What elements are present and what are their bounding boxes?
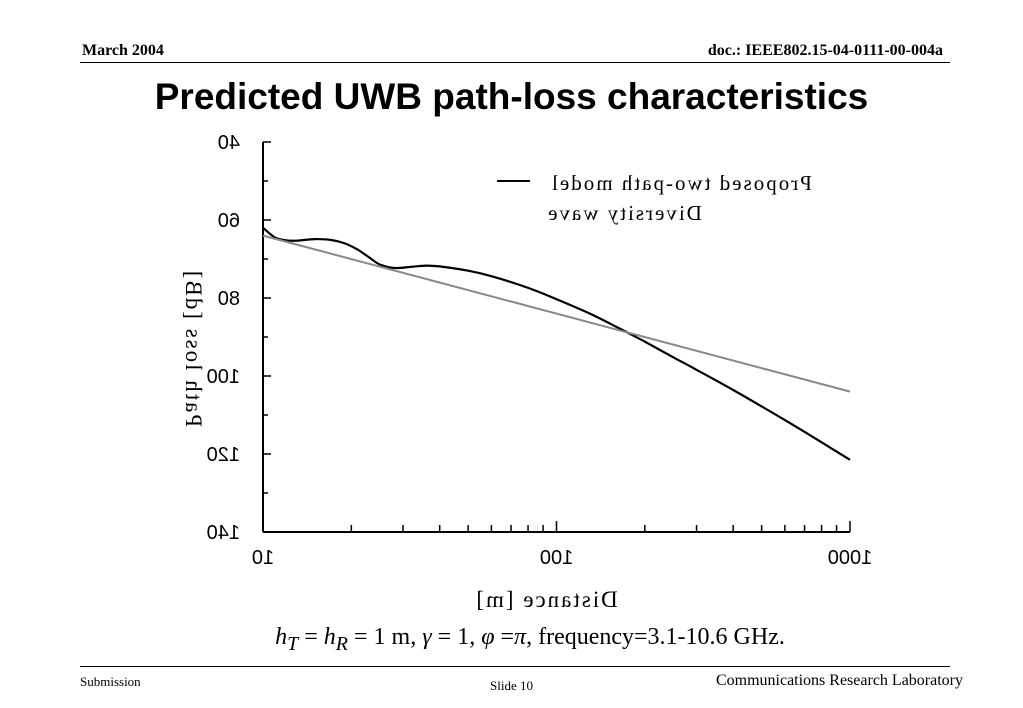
- y-tick-label: 60: [218, 210, 240, 232]
- chart-series: [262, 226, 851, 461]
- footer-submission: Submission: [80, 674, 141, 689]
- axis-tick-labels: 40 60 80 100 120 140 10 100 1000: [207, 132, 873, 569]
- chart-legend: Proposed two-path model Diversity wave: [497, 171, 812, 225]
- header-date: March 2004: [82, 42, 164, 59]
- slide-title: Predicted UWB path-loss characteristics: [154, 76, 869, 117]
- header-rule: [80, 62, 950, 63]
- legend-label: Proposed two-path model: [550, 171, 812, 195]
- y-tick-label: 120: [207, 444, 240, 466]
- axis-ticks: [262, 141, 851, 533]
- x-tick-label: 10: [252, 547, 274, 569]
- x-axis-label: Distance [m]: [474, 587, 617, 612]
- footer-organization: Communications Research Laboratory: [715, 672, 963, 689]
- formula-caption: hT = hR = 1 m, γ = 1, φ =π, frequency=3.…: [275, 624, 785, 655]
- legend-label-line2: Diversity wave: [546, 201, 702, 225]
- x-tick-label: 100: [540, 547, 573, 569]
- header-doc-id: doc.: IEEE802.15-04-0111-00-004a: [707, 42, 943, 59]
- x-tick-label: 1000: [828, 547, 873, 569]
- y-tick-label: 40: [218, 132, 240, 154]
- footer-rule: [80, 666, 950, 667]
- series-line-two-ray: [262, 234, 851, 393]
- y-tick-label: 80: [218, 288, 240, 310]
- y-axis-label: Path loss [dB]: [181, 269, 206, 427]
- series-line-proposed: [262, 226, 851, 461]
- footer-slide-number: Slide 10: [490, 678, 533, 693]
- y-tick-label: 100: [207, 366, 240, 388]
- y-tick-label: 140: [207, 522, 240, 544]
